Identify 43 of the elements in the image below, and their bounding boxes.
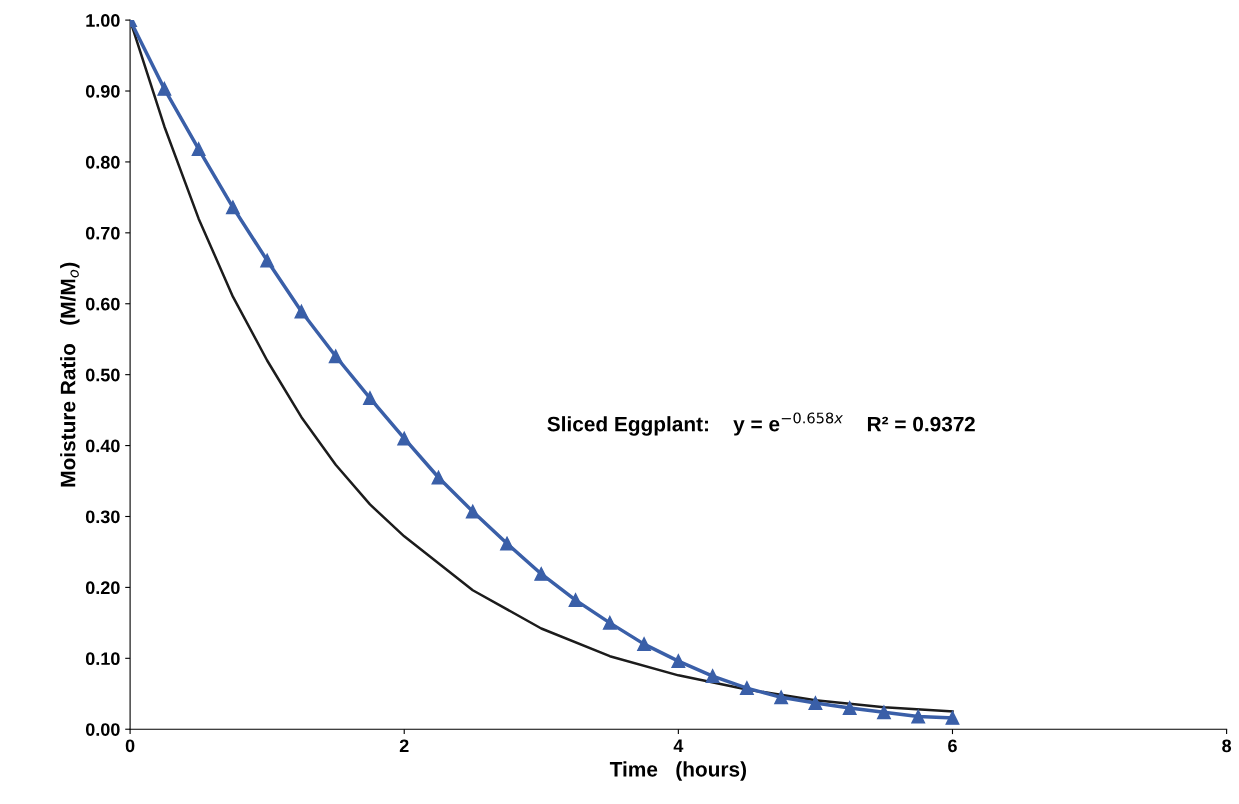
x-axis-title: Time (hours) — [609, 761, 747, 781]
point — [363, 391, 377, 406]
x-tick-label: 4 — [673, 739, 684, 753]
point — [945, 710, 960, 725]
point — [534, 566, 549, 581]
x-tick-label: 0 — [125, 739, 135, 753]
y-tick-label: 0.90 — [85, 84, 120, 98]
point — [465, 504, 480, 519]
point — [842, 701, 857, 715]
y-axis-title: Moisture Ratio (M/M$_{o}$) — [60, 262, 80, 487]
y-tick-label: 0.40 — [85, 439, 120, 453]
point — [328, 349, 343, 364]
point — [671, 654, 686, 669]
y-tick-label: 0.20 — [85, 581, 120, 595]
point — [260, 253, 275, 268]
y-tick-label: 0.10 — [85, 652, 120, 666]
x-tick-label: 8 — [1222, 739, 1232, 753]
point — [157, 81, 172, 96]
point — [225, 200, 240, 215]
point — [911, 709, 926, 724]
y-tick-label: 1.00 — [86, 14, 120, 27]
point — [568, 593, 583, 608]
y-tick-label: 0.00 — [85, 723, 120, 736]
point — [705, 669, 720, 683]
point — [294, 304, 309, 319]
point — [431, 470, 446, 485]
point — [500, 536, 514, 551]
y-tick-label: 0.80 — [85, 155, 120, 169]
x-tick-label: 2 — [399, 739, 409, 753]
point — [808, 696, 823, 710]
point — [637, 637, 652, 652]
point — [739, 681, 754, 696]
y-tick-label: 0.50 — [85, 368, 120, 382]
point — [877, 705, 891, 720]
point — [774, 690, 789, 705]
y-tick-label: 0.30 — [85, 510, 120, 524]
point — [602, 615, 617, 630]
y-tick-label: 0.60 — [85, 297, 120, 311]
y-tick-label: 0.70 — [85, 226, 120, 240]
point — [397, 431, 412, 446]
x-tick-label: 6 — [948, 739, 957, 753]
text: Sliced Eggplant: y = e$^{−0.658x}$ R² = 0.9372 — [547, 412, 975, 436]
point — [191, 142, 206, 157]
